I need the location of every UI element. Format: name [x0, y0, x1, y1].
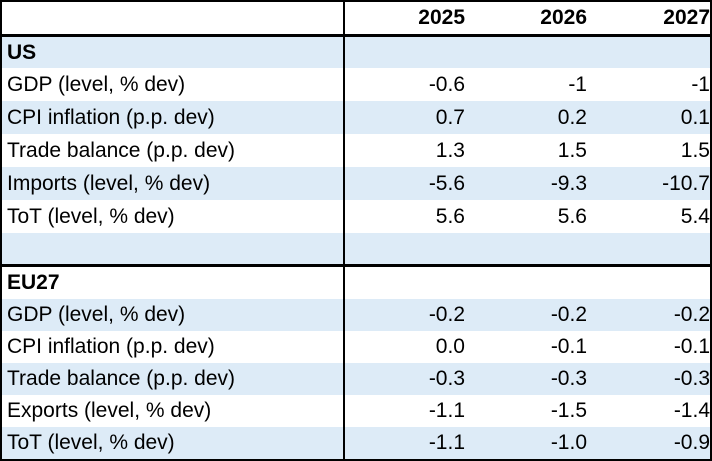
empty-row: [2, 233, 710, 264]
table-row: CPI inflation (p.p. dev) 0.0 -0.1 -0.1: [2, 331, 710, 363]
year-header: 2026: [540, 6, 587, 29]
cell-2026: -0.1: [550, 335, 587, 358]
section-title-row: US: [2, 37, 710, 68]
cell-2026: 5.6: [557, 204, 587, 228]
cell-2026: 0.2: [557, 105, 587, 129]
cell-2025: -0.6: [428, 72, 465, 96]
cell-2027: -1.4: [673, 399, 710, 422]
section-title: US: [7, 40, 37, 64]
row-label: CPI inflation (p.p. dev): [7, 335, 215, 358]
row-label: Imports (level, % dev): [7, 171, 211, 195]
cell-2026: -9.3: [550, 171, 587, 195]
row-label: Trade balance (p.p. dev): [7, 138, 236, 162]
cell-2026: -0.3: [550, 367, 587, 390]
header-row: 2025 2026 2027: [2, 2, 710, 34]
row-label: ToT (level, % dev): [7, 204, 175, 228]
table-row: GDP (level, % dev) -0.6 -1 -1: [2, 68, 710, 101]
cell-2027: -10.7: [662, 171, 710, 195]
cell-2025: 5.6: [435, 204, 465, 228]
cell-2025: 1.3: [435, 138, 465, 162]
cell-2025: 0.0: [435, 335, 465, 358]
cell-2027: -0.1: [673, 335, 710, 358]
cell-2027: 0.1: [680, 105, 710, 129]
cell-2025: -5.6: [428, 171, 465, 195]
cell-2025: -0.3: [428, 367, 465, 390]
cell-2027: 1.5: [680, 138, 710, 162]
year-header: 2025: [418, 6, 465, 29]
cell-2027: 5.4: [680, 204, 710, 228]
row-label: GDP (level, % dev): [7, 72, 186, 96]
cell-2025: -0.2: [428, 303, 465, 326]
table-row: CPI inflation (p.p. dev) 0.7 0.2 0.1: [2, 101, 710, 134]
table-row: ToT (level, % dev) -1.1 -1.0 -0.9: [2, 427, 710, 459]
row-label: CPI inflation (p.p. dev): [7, 105, 215, 129]
table-row: GDP (level, % dev) -0.2 -0.2 -0.2: [2, 299, 710, 331]
cell-2026: 1.5: [557, 138, 587, 162]
section-title-row: EU27: [2, 267, 710, 299]
table-row: ToT (level, % dev) 5.6 5.6 5.4: [2, 200, 710, 233]
cell-2027: -0.3: [673, 367, 710, 390]
divider: [2, 34, 710, 37]
row-label: GDP (level, % dev): [7, 303, 186, 326]
cell-2027: -1: [691, 72, 710, 96]
table-row: Trade balance (p.p. dev) -0.3 -0.3 -0.3: [2, 363, 710, 395]
table-row: Trade balance (p.p. dev) 1.3 1.5 1.5: [2, 134, 710, 167]
year-header: 2027: [663, 6, 710, 29]
divider: [2, 264, 710, 267]
section-title: EU27: [7, 271, 60, 294]
cell-2027: -0.2: [673, 303, 710, 326]
cell-2025: -1.1: [428, 399, 465, 422]
cell-2025: -1.1: [428, 431, 465, 454]
cell-2027: -0.9: [673, 431, 710, 454]
table-row: Imports (level, % dev) -5.6 -9.3 -10.7: [2, 167, 710, 200]
row-label: Exports (level, % dev): [7, 399, 212, 422]
cell-2026: -1.0: [550, 431, 587, 454]
row-label: ToT (level, % dev): [7, 431, 175, 454]
cell-2026: -1.5: [550, 399, 587, 422]
cell-2026: -1: [568, 72, 587, 96]
row-label: Trade balance (p.p. dev): [7, 367, 236, 390]
cell-2026: -0.2: [550, 303, 587, 326]
column-divider: [343, 2, 345, 459]
cell-2025: 0.7: [435, 105, 465, 129]
table-row: Exports (level, % dev) -1.1 -1.5 -1.4: [2, 395, 710, 427]
